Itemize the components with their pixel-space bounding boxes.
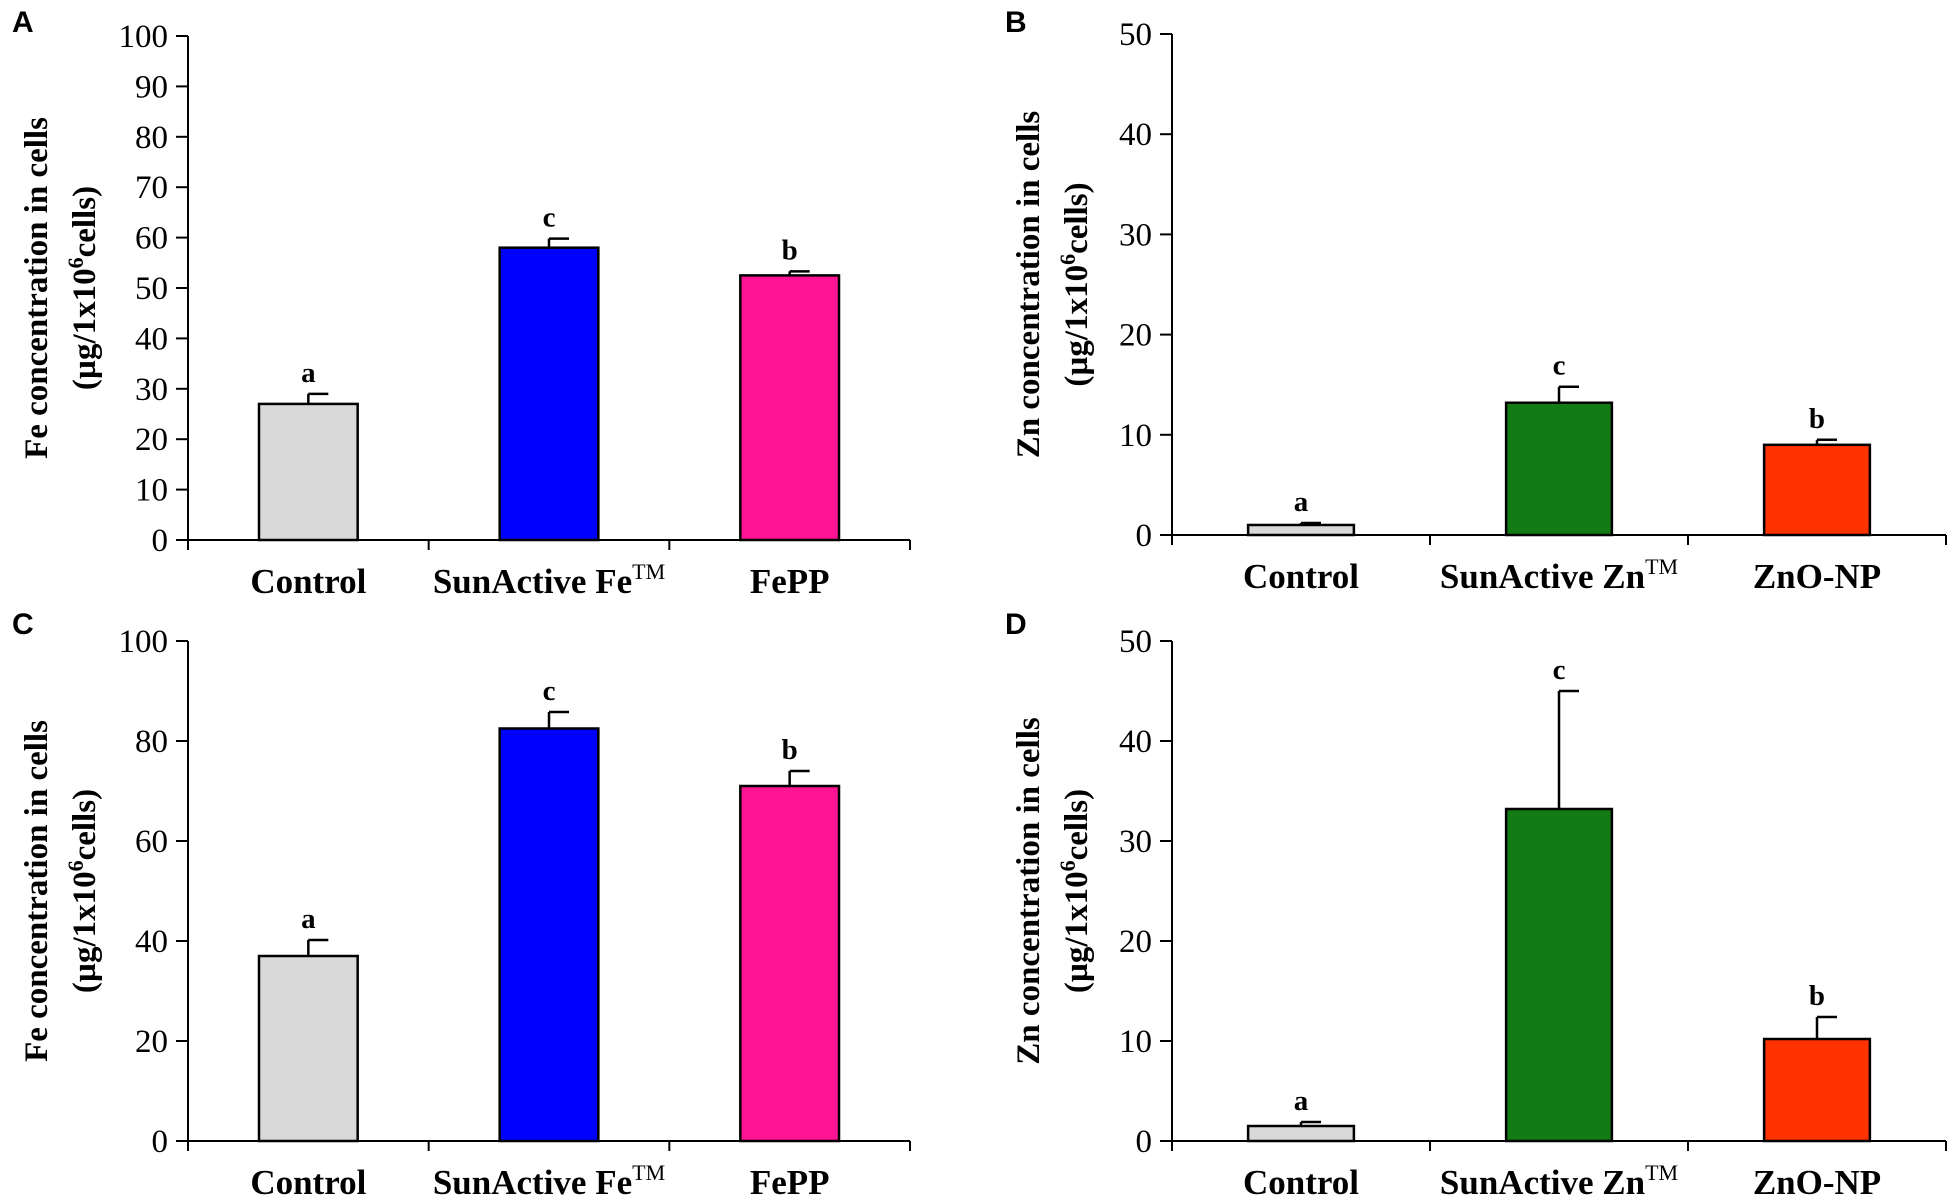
x-category-label: SunActive FeTM (433, 559, 665, 601)
y-tick-label: 40 (135, 321, 168, 357)
x-category-label: Control (250, 562, 366, 601)
panel-a: A 0 10 20 30 40 50 60 70 80 90 100 Fe concentration … (12, 6, 911, 601)
significance-label: b (782, 734, 798, 766)
y-tick-label: 50 (1119, 17, 1152, 53)
y-axis-label-units: (µg/1x106cells) (63, 186, 103, 390)
y-tick-label: 30 (1119, 824, 1152, 860)
panel-c: C 0 20 40 60 80 100 Fe concentration in cells (µ… (12, 608, 911, 1201)
significance-label: a (1294, 1085, 1309, 1117)
y-tick-label: 0 (152, 1124, 169, 1160)
significance-label: a (301, 903, 316, 935)
y-tick-label: 20 (1119, 924, 1152, 960)
bar (1762, 443, 1872, 537)
bar (257, 402, 359, 542)
y-tick-label: 100 (119, 19, 169, 55)
bar (1246, 1124, 1356, 1143)
y-tick-label: 10 (135, 473, 168, 509)
y-axis-label: Zn concentration in cells (1011, 111, 1047, 459)
significance-label: c (543, 202, 556, 234)
y-tick-label: 60 (135, 824, 168, 860)
x-category-label: SunActive FeTM (433, 1160, 665, 1201)
y-tick-label: 20 (1119, 318, 1152, 354)
y-tick-label: 0 (152, 523, 169, 559)
y-tick-label: 80 (135, 120, 168, 156)
y-tick-label: 40 (135, 924, 168, 960)
bar (498, 246, 600, 542)
x-category-label: ZnO-NP (1753, 1163, 1881, 1201)
x-category-label: SunActive ZnTM (1440, 554, 1678, 596)
bar (1504, 401, 1614, 537)
y-tick-label: 0 (1136, 1124, 1153, 1160)
bar (1504, 807, 1614, 1143)
y-tick-label: 0 (1136, 518, 1153, 554)
y-tick-label: 20 (135, 1024, 168, 1060)
y-axis-label-units: (µg/1x106cells) (1055, 182, 1095, 386)
y-axis-label: Fe concentration in cells (19, 117, 55, 459)
panel-letter: A (12, 6, 34, 39)
panel-letter: B (1005, 6, 1027, 39)
y-tick-label: 10 (1119, 418, 1152, 454)
significance-label: c (1553, 350, 1566, 382)
y-tick-label: 20 (135, 422, 168, 458)
panel-letter: D (1005, 608, 1027, 641)
y-tick-label: 60 (135, 221, 168, 257)
x-category-label: FePP (750, 1163, 830, 1201)
y-tick-label: 30 (135, 372, 168, 408)
y-axis-label: Zn concentration in cells (1011, 717, 1047, 1065)
y-tick-label: 90 (135, 69, 168, 105)
y-tick-label: 50 (1119, 624, 1152, 660)
x-category-label: Control (1243, 557, 1359, 596)
y-tick-label: 40 (1119, 724, 1152, 760)
y-tick-label: 30 (1119, 217, 1152, 253)
x-category-label: Control (1243, 1163, 1359, 1201)
bar (739, 274, 841, 542)
y-tick-label: 10 (1119, 1024, 1152, 1060)
bar (739, 784, 841, 1143)
bar (1762, 1037, 1872, 1143)
significance-label: b (1809, 403, 1825, 435)
x-category-label: ZnO-NP (1753, 557, 1881, 596)
x-category-label: FePP (750, 562, 830, 601)
x-category-label: Control (250, 1163, 366, 1201)
bar (498, 727, 600, 1143)
bar (257, 954, 359, 1143)
significance-label: a (1294, 486, 1309, 518)
panel-b: B 0 10 20 30 40 50 Zn concentration in cells (µg… (1005, 6, 1947, 596)
x-category-label: SunActive ZnTM (1440, 1160, 1678, 1201)
y-tick-label: 70 (135, 170, 168, 206)
y-axis-label-units: (µg/1x106cells) (63, 789, 103, 993)
significance-label: c (543, 675, 556, 707)
panel-letter: C (12, 608, 34, 641)
y-axis-label-units: (µg/1x106cells) (1055, 789, 1095, 993)
y-axis-label: Fe concentration in cells (19, 720, 55, 1062)
y-tick-label: 50 (135, 271, 168, 307)
panel-d: D 0 10 20 30 40 50 Zn concentration in cells (µg… (1005, 608, 1947, 1201)
significance-label: b (782, 234, 798, 266)
bar (1246, 523, 1356, 537)
significance-label: a (301, 357, 316, 389)
significance-label: c (1553, 654, 1566, 686)
significance-label: b (1809, 980, 1825, 1012)
y-tick-label: 100 (119, 624, 169, 660)
y-tick-label: 80 (135, 724, 168, 760)
y-tick-label: 40 (1119, 117, 1152, 153)
